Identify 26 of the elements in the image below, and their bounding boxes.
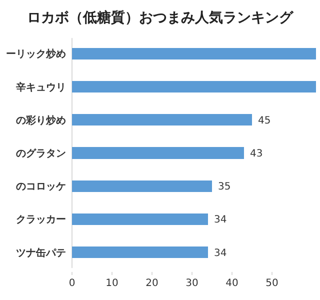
x-tick-label: 10 (106, 278, 118, 289)
y-tick-label: ツナ缶パテ (16, 246, 66, 259)
x-tick-label: 40 (226, 278, 238, 289)
y-tick-label: ーリック炒め (6, 48, 66, 60)
data-label: 34 (214, 214, 227, 226)
data-label: 45 (258, 115, 271, 126)
bar (72, 147, 244, 159)
bar (72, 180, 212, 192)
y-tick-label: のコロッケ (16, 182, 66, 193)
x-tick-label: 30 (186, 278, 198, 289)
bar (72, 213, 208, 225)
x-tick-label: 20 (146, 278, 158, 289)
chart-title: ロカボ（低糖質）おつまみ人気ランキング (27, 9, 294, 26)
x-tick-label: 0 (68, 278, 76, 289)
data-label: 43 (250, 148, 263, 160)
y-tick-label: クラッカー (16, 214, 66, 226)
bar (72, 81, 316, 93)
x-tick-label: 50 (266, 278, 278, 289)
y-tick-label: 辛キュウリ (15, 81, 66, 94)
bar (72, 114, 252, 126)
bar (72, 48, 316, 60)
data-label: 35 (218, 182, 231, 193)
y-tick-label: の彩り炒め (16, 114, 66, 126)
y-tick-label: のグラタン (16, 148, 66, 160)
data-label: 34 (214, 248, 227, 259)
bar (72, 246, 208, 258)
